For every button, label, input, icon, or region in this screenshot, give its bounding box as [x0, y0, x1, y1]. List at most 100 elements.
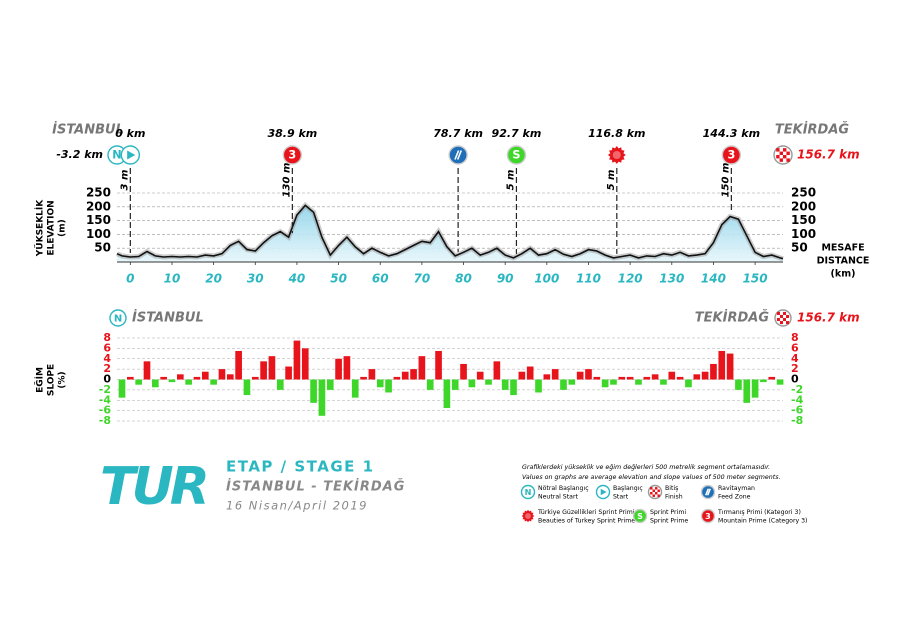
marker-label: 38.9 km: [267, 127, 317, 140]
icon-sprint: S: [632, 508, 648, 524]
slope-bar: [235, 350, 242, 380]
slope-bar: [185, 379, 192, 385]
slope-bar: [451, 379, 459, 390]
x-tick-label: 10: [164, 272, 181, 286]
slope-bar: [660, 379, 667, 385]
icon-check: [783, 318, 787, 322]
icon-play: [600, 488, 607, 496]
icon-check: [779, 314, 783, 318]
slope-bar: [351, 379, 359, 398]
slope-bar: [126, 376, 134, 380]
slope-bar: [643, 376, 651, 380]
slope-bar: [510, 379, 517, 396]
icon-finish: [647, 484, 663, 500]
x-tick-label: 50: [330, 272, 347, 286]
slope-bar: [243, 379, 251, 396]
finish-distance: 156.7 km: [797, 311, 860, 325]
icon-play: [127, 150, 136, 160]
marker-label: 0 km: [115, 127, 145, 140]
slope-bar: [593, 376, 601, 380]
legend-label: Neutral Start: [538, 494, 578, 501]
legend-label: Mountain Prime (Category 3): [718, 518, 807, 525]
slope-bar: [518, 371, 526, 380]
icon-text: N: [114, 314, 122, 325]
slope-bar: [626, 376, 634, 380]
finish-city: TEKİRDAĞ: [695, 310, 770, 326]
icon-text: S: [512, 149, 520, 162]
y-axis-label: ELEVATION: [47, 200, 57, 255]
legend-label: Türkiye Güzellikleri Sprint Primi: [537, 509, 635, 516]
slope-bar: [226, 374, 234, 380]
slope-bar: [751, 379, 759, 398]
icon-check: [776, 311, 780, 315]
x-tick-label: 0: [126, 272, 134, 286]
slope-bar: [426, 379, 434, 390]
stage-route: İSTANBUL - TEKİRDAĞ: [226, 479, 405, 495]
icon-text: N: [112, 149, 121, 162]
icon-check: [655, 492, 658, 495]
slope-bar: [251, 376, 259, 380]
y-tick-label: -4: [99, 393, 112, 406]
y-tick-label: 6: [103, 341, 111, 354]
y-tick-label: 50: [791, 241, 808, 255]
slope-bar: [776, 379, 784, 385]
slope-bar: [326, 379, 334, 390]
x-tick-label: 90: [497, 272, 514, 286]
logo: TUR: [100, 457, 206, 517]
y-tick-label: 4: [791, 352, 799, 365]
y-tick-label: -2: [99, 383, 111, 396]
y-axis-label: SLOPE: [47, 364, 57, 396]
marker-height: 3 m: [119, 170, 130, 191]
start-city: İSTANBUL: [132, 310, 204, 326]
icon-core: [525, 513, 531, 519]
slope-bar: [135, 379, 142, 385]
icon-check: [776, 318, 780, 322]
slope-bar: [118, 379, 126, 398]
y-tick-label: 150: [791, 213, 816, 227]
slope-bar: [676, 376, 684, 380]
y-tick-label: 4: [103, 352, 111, 365]
slope-bar: [610, 379, 617, 385]
slope-bar: [143, 361, 151, 380]
icon-check: [650, 492, 653, 495]
stage-date: 16 Nisan/April 2019: [226, 499, 368, 513]
legend-label: Ravitayman: [718, 485, 755, 492]
y-axis-label: YÜKSEKLİK: [35, 199, 46, 257]
marker-label: 144.3 km: [703, 127, 760, 140]
slope-bar: [601, 379, 609, 388]
slope-bar: [543, 374, 551, 380]
y-tick-label: 200: [791, 199, 816, 213]
y-tick-label: -4: [791, 393, 804, 406]
slope-bar: [618, 376, 626, 380]
slope-bar: [693, 374, 701, 380]
slope-bar: [526, 366, 534, 380]
x-tick-label: 30: [247, 272, 264, 286]
slope-bar: [635, 379, 642, 385]
marker-label: 156.7 km: [797, 148, 860, 162]
y-tick-label: -2: [791, 383, 803, 396]
slope-bar: [443, 379, 451, 409]
slope-bar: [710, 363, 717, 380]
icon-text: S: [637, 511, 643, 521]
icon-check: [779, 321, 783, 325]
legend-label: Sprint Prime: [650, 518, 688, 525]
slope-bar: [201, 371, 209, 380]
elevation-area: [117, 205, 783, 262]
icon-climb: 3: [721, 145, 742, 165]
slope-bar: [260, 361, 267, 380]
icon-check: [779, 158, 783, 162]
icon-check: [783, 148, 787, 152]
slope-bar: [468, 379, 476, 388]
marker-height: 150 m: [720, 163, 731, 198]
slope-bar: [385, 379, 392, 393]
legend-label: Nötral Başlangıç: [538, 485, 589, 492]
slope-bar: [726, 353, 734, 380]
slope-bar: [651, 374, 659, 380]
icon-check: [776, 148, 780, 152]
legend-note: Grafiklerdeki yükseklik ve eğim değlerle…: [522, 463, 770, 471]
slope-bar: [285, 366, 292, 380]
legend-label: Tırmanış Primi (Kategori 3): [717, 509, 801, 516]
x-axis-label: MESAFE: [821, 243, 864, 254]
